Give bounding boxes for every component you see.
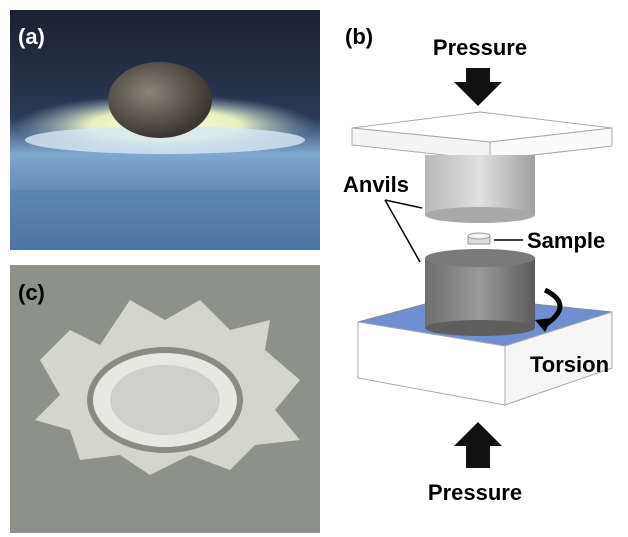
panel-c: (c) <box>10 265 320 533</box>
lower-anvil-bottom <box>425 320 535 336</box>
arrow-down <box>454 68 502 106</box>
panel-label: (b) <box>345 24 373 49</box>
base-side <box>504 311 613 406</box>
lower-anvil <box>425 258 535 328</box>
label-torsion: Torsion <box>530 352 609 377</box>
panel-label: (c) <box>18 280 45 305</box>
asteroid <box>108 62 212 138</box>
label-sample: Sample <box>527 228 605 253</box>
sample-top <box>467 232 491 240</box>
pointer <box>384 199 423 209</box>
arrow-up <box>454 422 502 468</box>
label-pressure-bottom: Pressure <box>428 480 522 505</box>
ground <box>10 190 320 250</box>
panel-label: (a) <box>18 24 45 49</box>
crater-center <box>110 365 220 435</box>
upper-anvil <box>425 155 535 215</box>
panel-b: (b) Pressure Anvils Sample Torsion Press… <box>343 24 613 505</box>
shock-ring <box>25 126 305 154</box>
top-plate-side <box>489 127 613 161</box>
label-anvils: Anvils <box>343 172 409 197</box>
torsion-arrowhead <box>535 318 552 332</box>
upper-anvil-bottom <box>425 207 535 223</box>
lower-anvil-top <box>425 249 535 267</box>
pointer <box>384 199 421 263</box>
panel-a: (a) <box>10 10 320 250</box>
label-pressure-top: Pressure <box>433 35 527 60</box>
